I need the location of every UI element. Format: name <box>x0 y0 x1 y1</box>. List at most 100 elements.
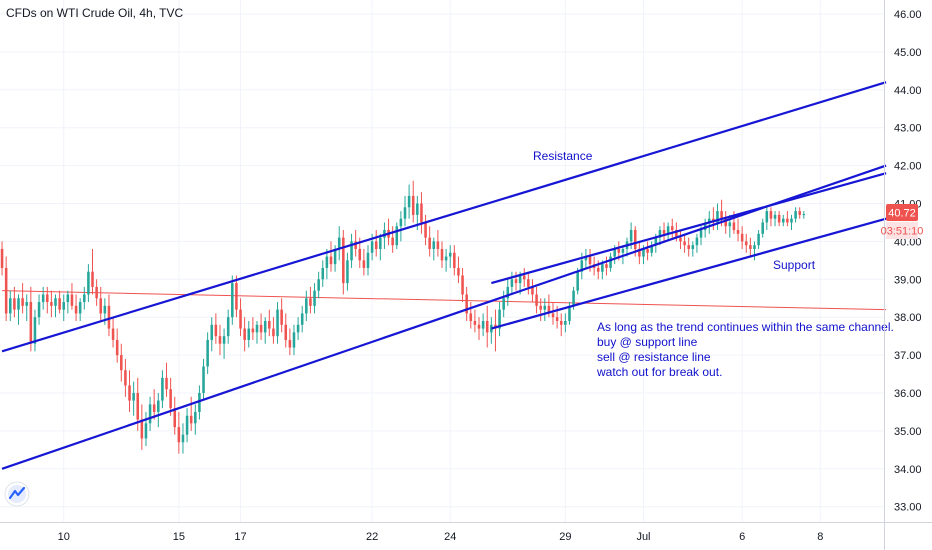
candle-body <box>757 233 760 246</box>
candle <box>272 317 275 344</box>
candle <box>288 328 292 356</box>
candle-body <box>502 298 505 310</box>
candle-body <box>420 203 423 223</box>
candle <box>448 245 452 268</box>
candle-body <box>670 226 674 231</box>
candle-body <box>165 377 168 390</box>
candle-body <box>527 279 530 287</box>
candle <box>461 267 464 303</box>
candle-body <box>411 195 415 215</box>
candle-body <box>17 298 20 310</box>
candle-body <box>609 256 612 268</box>
candle-body <box>407 195 411 208</box>
candle <box>465 286 468 321</box>
candle-body <box>531 286 534 295</box>
candle-body <box>173 408 177 428</box>
candle-body <box>699 230 703 238</box>
price-tick-label: 39.00 <box>894 274 922 286</box>
candle <box>0 241 4 276</box>
candle-body <box>231 283 234 318</box>
candle <box>210 317 214 352</box>
candle <box>374 230 378 257</box>
candle-body <box>50 302 53 306</box>
candle <box>744 233 748 253</box>
candle-body <box>732 222 736 231</box>
price-axis[interactable]: 46.0045.0044.0043.0042.0041.0040.0039.00… <box>894 9 922 514</box>
candle <box>535 286 538 314</box>
candle-body <box>720 211 723 219</box>
candle-body <box>41 294 45 303</box>
candle-body <box>559 320 563 325</box>
candle <box>33 309 37 352</box>
candle-body <box>469 313 473 321</box>
candle-body <box>432 241 436 249</box>
candle <box>440 241 444 268</box>
candle <box>736 218 740 242</box>
candle <box>58 290 61 314</box>
candle-body <box>416 203 419 215</box>
candle-body <box>374 241 378 249</box>
candle-body <box>514 279 518 284</box>
candle <box>527 271 530 295</box>
tradingview-logo-icon[interactable] <box>4 481 30 507</box>
last-price-badge-bg <box>886 204 918 221</box>
candle <box>214 313 218 344</box>
candle <box>111 317 115 348</box>
candle-body <box>769 211 773 219</box>
candle-body <box>794 211 797 219</box>
candle <box>539 298 542 321</box>
candle <box>522 267 526 287</box>
candle <box>313 283 316 314</box>
candle-body <box>588 256 592 265</box>
candle-body <box>679 237 682 242</box>
candle-body <box>629 230 633 242</box>
candle-body <box>691 245 695 249</box>
candle-body <box>354 241 357 249</box>
candle-body <box>366 252 370 268</box>
candle-body <box>206 339 209 367</box>
candle-body <box>613 248 616 257</box>
candle-body <box>198 393 201 412</box>
candle-body <box>235 283 238 310</box>
candle <box>543 298 547 321</box>
candle <box>773 211 777 227</box>
candle <box>317 271 320 299</box>
candle-body <box>161 377 164 401</box>
candle-body <box>120 355 123 371</box>
candle-body <box>296 324 300 333</box>
candle-body <box>399 218 403 227</box>
candle-body <box>87 271 90 295</box>
candle <box>124 358 127 397</box>
candle <box>13 286 16 318</box>
time-axis[interactable]: 10 15 17 22 24 29 Jul 6 8 <box>58 531 824 543</box>
candle <box>662 222 666 242</box>
candle-body <box>152 404 156 412</box>
candle <box>337 226 341 261</box>
candle <box>226 309 230 344</box>
candle <box>198 385 201 420</box>
candle-body <box>658 230 662 238</box>
inner-resistance-line <box>491 172 887 285</box>
candle <box>366 245 370 276</box>
candle-body <box>436 241 440 249</box>
candle <box>4 256 8 321</box>
candle-body <box>584 256 588 261</box>
candle <box>605 256 608 276</box>
time-tick-label: 24 <box>444 531 456 543</box>
candle-body <box>350 241 353 261</box>
candle <box>152 389 156 420</box>
candle-body <box>321 267 325 280</box>
price-tick-label: 45.00 <box>894 47 922 59</box>
candle <box>259 313 263 340</box>
candle-body <box>305 298 308 314</box>
candle <box>350 233 353 268</box>
candle <box>506 279 510 306</box>
candle-body <box>66 294 70 303</box>
candle-body <box>33 317 37 344</box>
candle-body <box>54 298 57 306</box>
candle-body <box>251 328 255 333</box>
candle-body <box>391 237 394 246</box>
candle <box>781 214 785 227</box>
candle-body <box>683 241 686 246</box>
